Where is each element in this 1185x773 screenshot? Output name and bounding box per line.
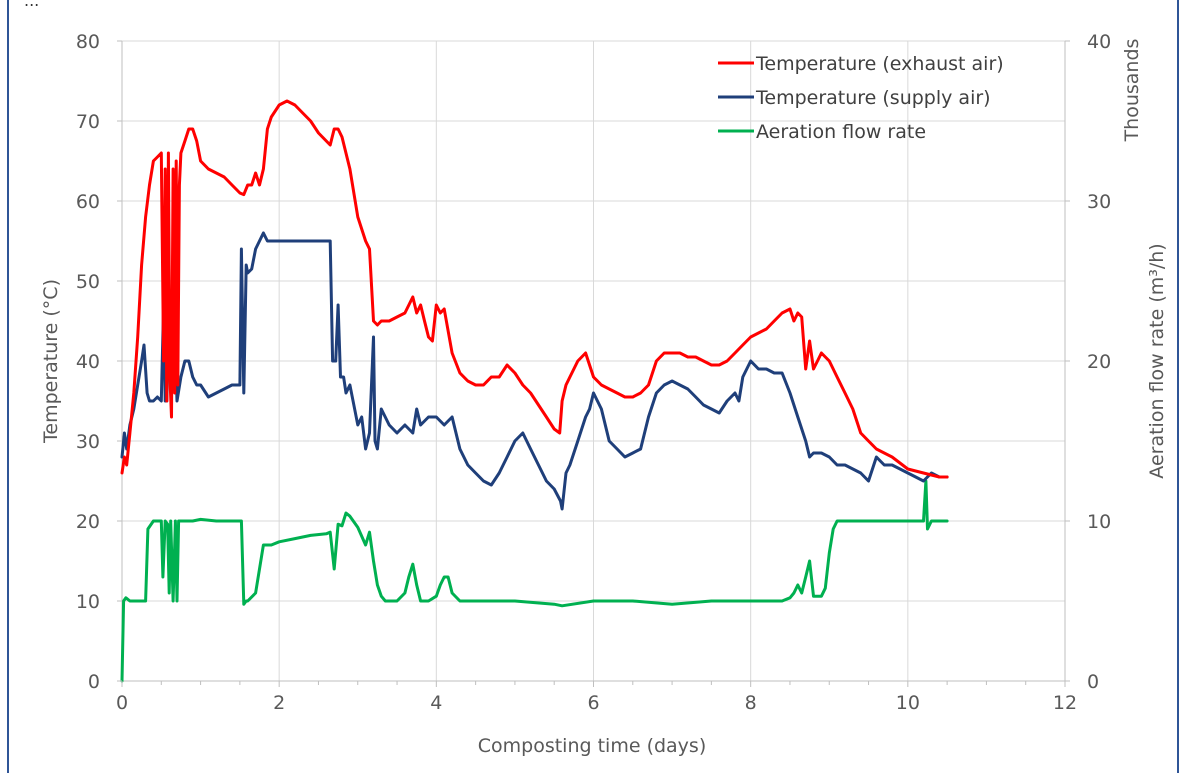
y-tick-label: 50: [76, 271, 100, 293]
x-tick-label: 10: [896, 692, 920, 714]
x-tick-label: 12: [1053, 692, 1077, 714]
y-tick-label: 10: [76, 591, 100, 613]
y-tick-label: 70: [76, 111, 100, 133]
series-line-temperature-supply-air: [120, 231, 949, 511]
y2-units-note: Thousands: [1121, 39, 1143, 143]
y-tick-label: 40: [76, 351, 100, 373]
series-layer: [120, 99, 949, 683]
series-line-aeration-flow-rate: [120, 479, 949, 683]
y2-tick-label: 40: [1087, 31, 1111, 53]
y-tick-label: 30: [76, 431, 100, 453]
legend-label-temperature-supply-air: Temperature (supply air): [755, 87, 991, 109]
legend: Temperature (exhaust air) Temperature (su…: [718, 53, 1004, 143]
x-tick-label: 4: [430, 692, 442, 714]
y-tick-label: 60: [76, 191, 100, 213]
tick-layer: 0 2 4 6 8 10 12 0 10 20 30 40 50 60 70 80 0 10 20 30 40: [76, 31, 1111, 714]
y2-tick-label: 10: [1087, 511, 1111, 533]
x-tick-label: 8: [745, 692, 757, 714]
y-tick-label: 0: [88, 671, 100, 693]
y2-tick-label: 30: [1087, 191, 1111, 213]
y2-tick-label: 20: [1087, 351, 1111, 373]
x-axis-title: Composting time (days): [478, 735, 707, 757]
x-tick-label: 6: [587, 692, 599, 714]
header-fragment: ...: [24, 0, 39, 10]
legend-label-aeration-flow-rate: Aeration flow rate: [756, 121, 926, 143]
y2-axis-title: Aeration flow rate (m³/h): [1146, 243, 1168, 478]
legend-label-temperature-exhaust-air: Temperature (exhaust air): [755, 53, 1004, 75]
y2-tick-label: 0: [1087, 671, 1099, 693]
series-line-temperature-exhaust-air: [120, 99, 949, 479]
x-tick-label: 2: [273, 692, 285, 714]
y-axis-title: Temperature (°C): [40, 279, 62, 444]
y-tick-label: 80: [76, 31, 100, 53]
x-tick-label: 0: [116, 692, 128, 714]
y-tick-label: 20: [76, 511, 100, 533]
